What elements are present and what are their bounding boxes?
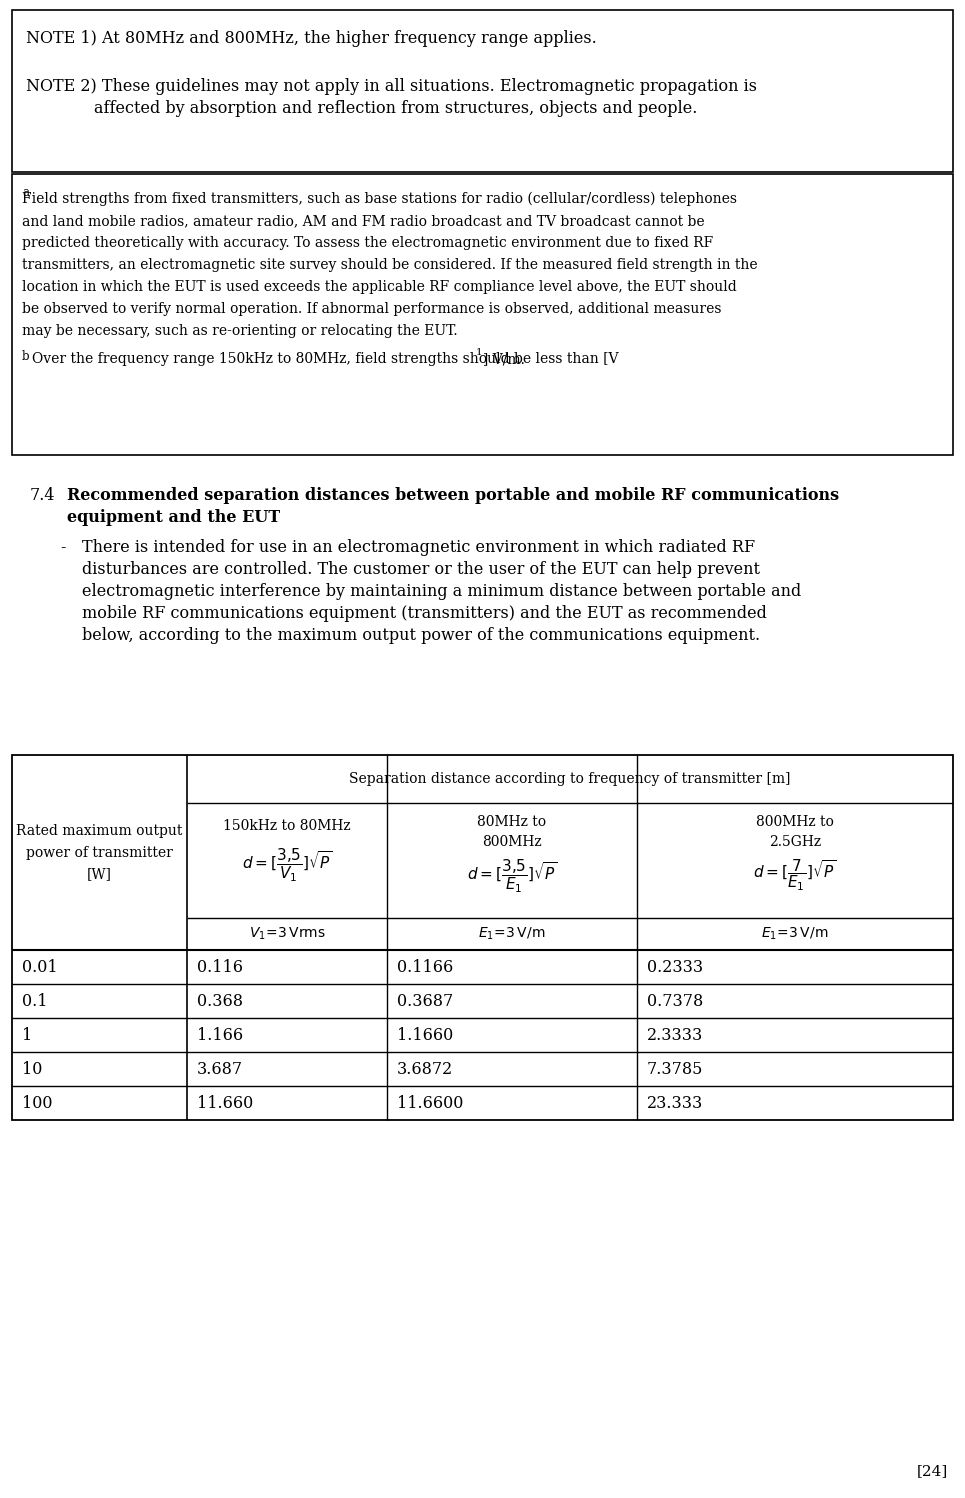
Bar [12, 10, 953, 172]
Text: disturbances are controlled. The customer or the user of the EUT can help preven: disturbances are controlled. The custome… [82, 560, 760, 578]
Text: Over the frequency range 150kHz to 80MHz, field strengths should be less than [V: Over the frequency range 150kHz to 80MHz… [32, 352, 619, 366]
Text: 0.368: 0.368 [197, 993, 243, 1010]
Text: $V_1\!=\!3\,\mathrm{Vrms}$: $V_1\!=\!3\,\mathrm{Vrms}$ [249, 926, 325, 942]
Bar [12, 755, 953, 1121]
Text: $d = [\dfrac{7}{E_1}]\sqrt{P}$: $d = [\dfrac{7}{E_1}]\sqrt{P}$ [754, 858, 837, 893]
Text: 80MHz to: 80MHz to [478, 815, 546, 828]
Text: 1.1660: 1.1660 [397, 1026, 454, 1044]
Text: a: a [22, 186, 29, 199]
Text: predicted theoretically with accuracy. To assess the electromagnetic environment: predicted theoretically with accuracy. T… [22, 237, 713, 250]
Text: -: - [60, 539, 66, 556]
Text: 2.5GHz: 2.5GHz [769, 834, 821, 849]
Text: 0.2333: 0.2333 [647, 959, 703, 975]
Text: Recommended separation distances between portable and mobile RF communications: Recommended separation distances between… [67, 487, 840, 503]
Text: NOTE 1) At 80MHz and 800MHz, the higher frequency range applies.: NOTE 1) At 80MHz and 800MHz, the higher … [26, 30, 596, 46]
Text: 0.7378: 0.7378 [647, 993, 703, 1010]
Text: 800MHz: 800MHz [482, 834, 541, 849]
Text: $d = [\dfrac{3{,}5}{E_1}]\sqrt{P}$: $d = [\dfrac{3{,}5}{E_1}]\sqrt{P}$ [466, 858, 558, 896]
Text: Separation distance according to frequency of transmitter [m]: Separation distance according to frequen… [349, 771, 790, 786]
Text: [24]: [24] [917, 1464, 948, 1479]
Text: 10: 10 [22, 1061, 42, 1077]
Text: There is intended for use in an electromagnetic environment in which radiated RF: There is intended for use in an electrom… [82, 539, 756, 556]
Text: 0.116: 0.116 [197, 959, 243, 975]
Text: ] V/m.: ] V/m. [483, 352, 525, 366]
Text: Rated maximum output
power of transmitter
[W]: Rated maximum output power of transmitte… [16, 824, 182, 881]
Text: may be necessary, such as re-orienting or relocating the EUT.: may be necessary, such as re-orienting o… [22, 324, 457, 339]
Text: mobile RF communications equipment (transmitters) and the EUT as recommended: mobile RF communications equipment (tran… [82, 605, 767, 622]
Text: 11.6600: 11.6600 [397, 1095, 463, 1112]
Text: 1: 1 [22, 1026, 32, 1044]
Text: be observed to verify normal operation. If abnormal performance is observed, add: be observed to verify normal operation. … [22, 303, 722, 316]
Text: 3.687: 3.687 [197, 1061, 243, 1077]
Text: 23.333: 23.333 [647, 1095, 703, 1112]
Text: and land mobile radios, amateur radio, AM and FM radio broadcast and TV broadcas: and land mobile radios, amateur radio, A… [22, 214, 704, 228]
Text: 1: 1 [476, 348, 482, 357]
Text: 3.6872: 3.6872 [397, 1061, 454, 1077]
Text: $E_1\!=\!3\,\mathrm{V/m}$: $E_1\!=\!3\,\mathrm{V/m}$ [761, 926, 829, 942]
Text: 7.4: 7.4 [30, 487, 56, 503]
Text: transmitters, an electromagnetic site survey should be considered. If the measur: transmitters, an electromagnetic site su… [22, 258, 758, 273]
Bar [12, 174, 953, 455]
Text: 0.3687: 0.3687 [397, 993, 454, 1010]
Text: NOTE 2) These guidelines may not apply in all situations. Electromagnetic propag: NOTE 2) These guidelines may not apply i… [26, 78, 757, 94]
Text: below, according to the maximum output power of the communications equipment.: below, according to the maximum output p… [82, 628, 760, 644]
Text: 100: 100 [22, 1095, 52, 1112]
Text: $E_1\!=\!3\,\mathrm{V/m}$: $E_1\!=\!3\,\mathrm{V/m}$ [479, 926, 546, 942]
Text: 7.3785: 7.3785 [647, 1061, 703, 1077]
Text: 1.166: 1.166 [197, 1026, 243, 1044]
Text: b: b [22, 351, 30, 363]
Text: affected by absorption and reflection from structures, objects and people.: affected by absorption and reflection fr… [94, 100, 698, 117]
Text: location in which the EUT is used exceeds the applicable RF compliance level abo: location in which the EUT is used exceed… [22, 280, 736, 294]
Text: equipment and the EUT: equipment and the EUT [67, 509, 280, 526]
Text: 150kHz to 80MHz: 150kHz to 80MHz [223, 819, 351, 833]
Text: $d = [\dfrac{3{,}5}{V_1}]\sqrt{P}$: $d = [\dfrac{3{,}5}{V_1}]\sqrt{P}$ [241, 846, 332, 884]
Text: 0.01: 0.01 [22, 959, 58, 975]
Text: 2.3333: 2.3333 [647, 1026, 703, 1044]
Text: 11.660: 11.660 [197, 1095, 253, 1112]
Text: 800MHz to: 800MHz to [756, 815, 834, 828]
Text: 0.1: 0.1 [22, 993, 47, 1010]
Text: Field strengths from fixed transmitters, such as base stations for radio (cellul: Field strengths from fixed transmitters,… [22, 192, 737, 207]
Text: 0.1166: 0.1166 [397, 959, 454, 975]
Text: electromagnetic interference by maintaining a minimum distance between portable : electromagnetic interference by maintain… [82, 583, 801, 601]
